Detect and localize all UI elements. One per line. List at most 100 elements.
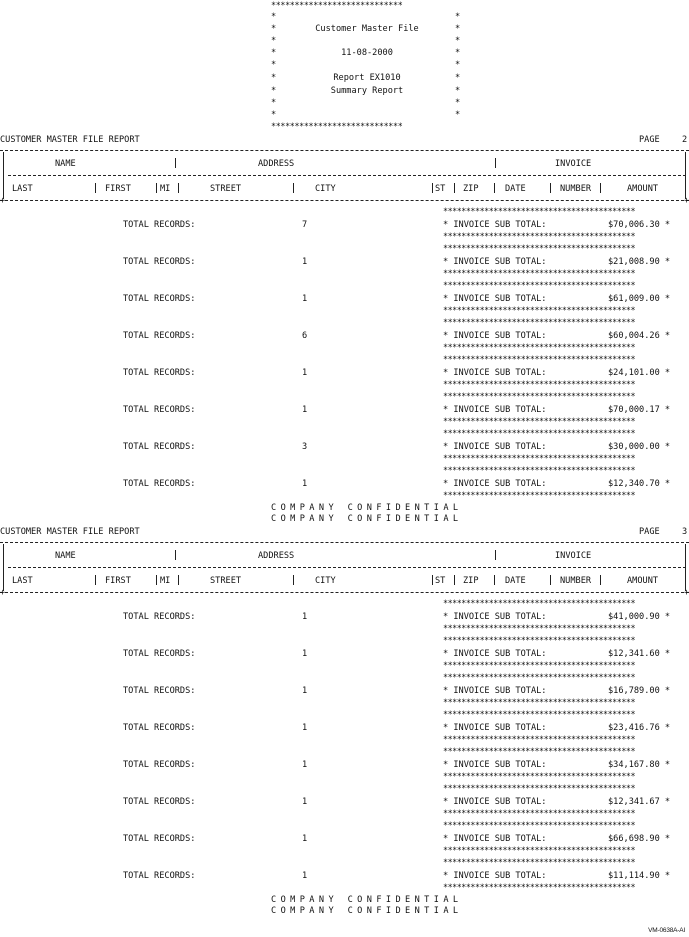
banner-star: * bbox=[455, 73, 461, 83]
group-invoice: INVOICE bbox=[555, 551, 592, 561]
page-label: PAGE bbox=[639, 135, 660, 145]
corner-mark: + bbox=[684, 588, 689, 598]
column-header-last: LAST bbox=[12, 576, 33, 586]
banner-star: * bbox=[271, 36, 277, 46]
column-divider bbox=[293, 183, 294, 193]
total-records-count: 7 bbox=[302, 220, 308, 230]
asterisk-stripe: ****************************************… bbox=[443, 243, 636, 253]
column-header-last: LAST bbox=[12, 184, 33, 194]
asterisk-stripe: ****************************************… bbox=[443, 820, 636, 830]
asterisk-stripe: ****************************************… bbox=[443, 305, 636, 315]
invoice-subtotal-amount: $24,101.00 * bbox=[608, 368, 671, 378]
total-records-count: 1 bbox=[302, 612, 308, 622]
asterisk-stripe: ****************************************… bbox=[443, 672, 636, 682]
banner-bottom-border: **************************** bbox=[271, 121, 403, 131]
asterisk-stripe: ****************************************… bbox=[443, 231, 636, 241]
invoice-subtotal-amount: $61,009.00 * bbox=[608, 294, 671, 304]
header-rule bbox=[0, 200, 689, 201]
column-divider bbox=[178, 183, 179, 193]
banner-star: * bbox=[455, 48, 461, 58]
asterisk-stripe: ****************************************… bbox=[443, 709, 636, 719]
invoice-subtotal-label: * INVOICE SUB TOTAL: bbox=[443, 331, 547, 341]
group-name: NAME bbox=[55, 159, 76, 169]
asterisk-stripe: ****************************************… bbox=[443, 660, 636, 670]
column-header-zip: ZIP bbox=[463, 576, 479, 586]
asterisk-stripe: ****************************************… bbox=[443, 317, 636, 327]
total-records-count: 1 bbox=[302, 760, 308, 770]
asterisk-stripe: ****************************************… bbox=[443, 490, 636, 500]
column-header-city: CITY bbox=[315, 576, 336, 586]
corner-mark: + bbox=[684, 196, 689, 206]
total-records-count: 1 bbox=[302, 257, 308, 267]
invoice-subtotal-amount: $16,789.00 * bbox=[608, 686, 671, 696]
column-divider bbox=[156, 183, 157, 193]
banner-report-name: Summary Report bbox=[330, 86, 404, 96]
banner-star: * bbox=[455, 98, 461, 108]
asterisk-stripe: ****************************************… bbox=[443, 771, 636, 781]
banner-star: * bbox=[271, 60, 277, 70]
column-divider bbox=[494, 575, 495, 585]
total-records-label: TOTAL RECORDS: bbox=[123, 686, 196, 696]
invoice-subtotal-label: * INVOICE SUB TOTAL: bbox=[443, 294, 547, 304]
total-records-label: TOTAL RECORDS: bbox=[123, 331, 196, 341]
asterisk-stripe: ****************************************… bbox=[443, 857, 636, 867]
asterisk-stripe: ****************************************… bbox=[443, 206, 636, 216]
column-divider bbox=[432, 575, 433, 585]
header-rule bbox=[8, 175, 686, 176]
banner-star: * bbox=[271, 110, 277, 120]
total-records-label: TOTAL RECORDS: bbox=[123, 479, 196, 489]
banner-star: * bbox=[271, 73, 277, 83]
corner-mark: + bbox=[0, 588, 6, 598]
total-records-label: TOTAL RECORDS: bbox=[123, 257, 196, 267]
total-records-count: 1 bbox=[302, 723, 308, 733]
asterisk-stripe: ****************************************… bbox=[443, 598, 636, 608]
report-title: CUSTOMER MASTER FILE REPORT bbox=[0, 527, 140, 537]
page-label: PAGE bbox=[639, 527, 660, 537]
column-header-number: NUMBER bbox=[560, 576, 592, 586]
total-records-label: TOTAL RECORDS: bbox=[123, 834, 196, 844]
column-header-street: STREET bbox=[210, 184, 242, 194]
invoice-subtotal-amount: $34,167.80 * bbox=[608, 760, 671, 770]
asterisk-stripe: ****************************************… bbox=[443, 428, 636, 438]
column-divider bbox=[95, 183, 96, 193]
column-divider bbox=[156, 575, 157, 585]
confidential-notice: COMPANY CONFIDENTIAL bbox=[271, 514, 463, 524]
column-header-st: ST bbox=[435, 184, 446, 194]
invoice-subtotal-label: * INVOICE SUB TOTAL: bbox=[443, 834, 547, 844]
total-records-label: TOTAL RECORDS: bbox=[123, 368, 196, 378]
invoice-subtotal-label: * INVOICE SUB TOTAL: bbox=[443, 257, 547, 267]
banner-star: * bbox=[455, 36, 461, 46]
column-header-mi: MI bbox=[160, 576, 171, 586]
header-rule bbox=[0, 150, 689, 151]
banner-star: * bbox=[455, 86, 461, 96]
total-records-label: TOTAL RECORDS: bbox=[123, 294, 196, 304]
column-divider bbox=[432, 183, 433, 193]
invoice-subtotal-amount: $60,004.26 * bbox=[608, 331, 671, 341]
asterisk-stripe: ****************************************… bbox=[443, 734, 636, 744]
figure-code: VM-0638A-AI bbox=[648, 927, 685, 934]
column-divider bbox=[550, 575, 551, 585]
asterisk-stripe: ****************************************… bbox=[443, 746, 636, 756]
banner-star: * bbox=[271, 48, 277, 58]
column-divider bbox=[495, 550, 496, 560]
column-header-date: DATE bbox=[505, 576, 526, 586]
total-records-label: TOTAL RECORDS: bbox=[123, 612, 196, 622]
group-address: ADDRESS bbox=[258, 551, 295, 561]
column-divider bbox=[178, 575, 179, 585]
invoice-subtotal-amount: $30,000.00 * bbox=[608, 442, 671, 452]
column-divider bbox=[293, 575, 294, 585]
banner-star: * bbox=[455, 24, 461, 34]
column-header-first: FIRST bbox=[105, 184, 131, 194]
invoice-subtotal-label: * INVOICE SUB TOTAL: bbox=[443, 686, 547, 696]
invoice-subtotal-label: * INVOICE SUB TOTAL: bbox=[443, 649, 547, 659]
banner-top-border: **************************** bbox=[271, 0, 403, 10]
invoice-subtotal-label: * INVOICE SUB TOTAL: bbox=[443, 723, 547, 733]
total-records-label: TOTAL RECORDS: bbox=[123, 760, 196, 770]
asterisk-stripe: ****************************************… bbox=[443, 391, 636, 401]
invoice-subtotal-amount: $70,006.30 * bbox=[608, 220, 671, 230]
column-header-st: ST bbox=[435, 576, 446, 586]
column-header-date: DATE bbox=[505, 184, 526, 194]
asterisk-stripe: ****************************************… bbox=[443, 465, 636, 475]
invoice-subtotal-amount: $66,698.90 * bbox=[608, 834, 671, 844]
invoice-subtotal-label: * INVOICE SUB TOTAL: bbox=[443, 368, 547, 378]
